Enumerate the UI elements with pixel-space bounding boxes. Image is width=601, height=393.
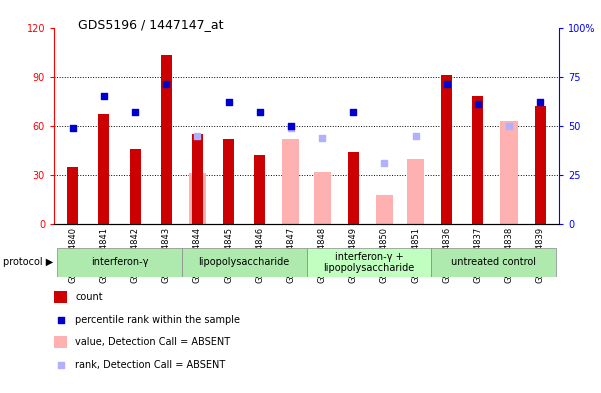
Point xyxy=(442,81,451,88)
Text: GDS5196 / 1447147_at: GDS5196 / 1447147_at xyxy=(78,18,224,31)
Bar xyxy=(130,149,141,224)
Point xyxy=(255,109,264,115)
Text: count: count xyxy=(75,292,103,302)
Bar xyxy=(376,195,393,224)
Bar xyxy=(182,248,307,277)
Bar xyxy=(254,155,265,224)
Bar xyxy=(282,139,299,224)
Point xyxy=(504,123,514,129)
Bar xyxy=(67,167,78,224)
Point xyxy=(193,132,203,139)
Point xyxy=(130,109,140,115)
Bar xyxy=(189,173,206,224)
Text: interferon-γ: interferon-γ xyxy=(91,257,148,267)
Bar xyxy=(407,158,424,224)
Text: lipopolysaccharide: lipopolysaccharide xyxy=(198,257,290,267)
Bar xyxy=(501,121,517,224)
Point xyxy=(349,109,358,115)
Bar xyxy=(535,106,546,224)
Point xyxy=(535,99,545,105)
Point xyxy=(99,93,109,99)
Point xyxy=(317,134,327,141)
Point xyxy=(286,123,296,129)
Text: interferon-γ +
lipopolysaccharide: interferon-γ + lipopolysaccharide xyxy=(323,252,415,273)
Bar xyxy=(161,55,172,224)
Bar xyxy=(441,75,452,224)
Point xyxy=(473,101,483,107)
Bar xyxy=(192,134,203,224)
Bar xyxy=(307,248,431,277)
Text: percentile rank within the sample: percentile rank within the sample xyxy=(75,314,240,325)
Bar xyxy=(314,172,331,224)
Bar xyxy=(223,139,234,224)
Point xyxy=(286,125,296,131)
Bar xyxy=(99,114,109,224)
Point xyxy=(116,309,126,315)
Bar xyxy=(472,96,483,224)
Text: rank, Detection Call = ABSENT: rank, Detection Call = ABSENT xyxy=(75,360,225,370)
Point xyxy=(162,81,171,88)
Point xyxy=(224,99,233,105)
Bar xyxy=(348,152,359,224)
Point xyxy=(380,160,389,166)
Bar xyxy=(57,248,182,277)
Point xyxy=(68,125,78,131)
Point xyxy=(116,263,126,269)
Text: protocol ▶: protocol ▶ xyxy=(3,257,53,267)
Point xyxy=(410,132,420,139)
Bar xyxy=(431,248,556,277)
Text: untreated control: untreated control xyxy=(451,257,536,267)
Text: value, Detection Call = ABSENT: value, Detection Call = ABSENT xyxy=(75,337,230,347)
